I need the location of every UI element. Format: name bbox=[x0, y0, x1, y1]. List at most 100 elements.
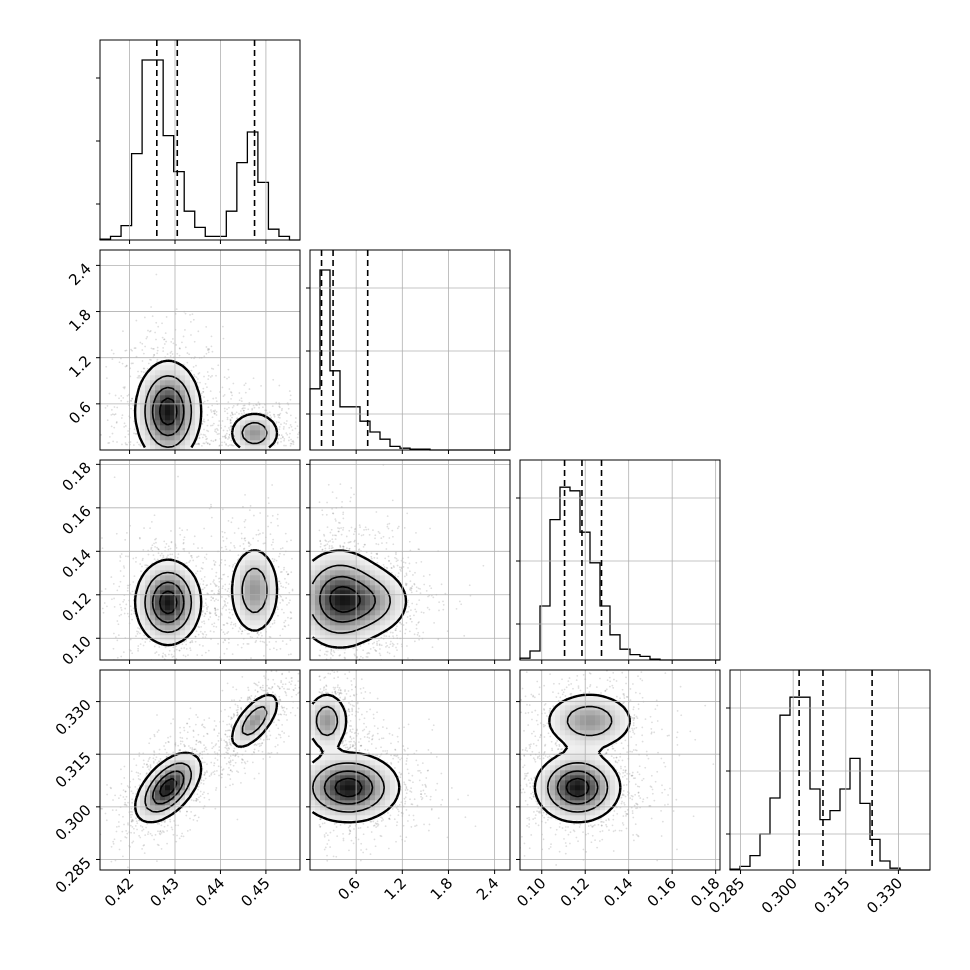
sample-point bbox=[207, 419, 210, 421]
sample-point bbox=[183, 647, 186, 649]
sample-point bbox=[126, 443, 129, 446]
sample-point bbox=[137, 772, 140, 774]
sample-point bbox=[169, 820, 172, 823]
density-cell bbox=[155, 790, 161, 796]
sample-point bbox=[113, 413, 116, 416]
density-cell bbox=[140, 405, 146, 411]
sample-point bbox=[130, 816, 132, 819]
sample-point bbox=[131, 798, 134, 801]
sample-point bbox=[288, 661, 290, 663]
sample-point bbox=[202, 761, 204, 764]
sample-point bbox=[138, 819, 141, 822]
sample-point bbox=[267, 496, 270, 499]
sample-point bbox=[193, 375, 196, 378]
sample-point bbox=[257, 529, 260, 532]
sample-point bbox=[175, 344, 178, 346]
sample-point bbox=[242, 642, 245, 645]
density-cell bbox=[145, 810, 151, 816]
sample-point bbox=[256, 690, 259, 693]
sample-point bbox=[132, 840, 135, 843]
sample-point bbox=[257, 681, 260, 684]
sample-point bbox=[180, 835, 183, 838]
density-cell bbox=[170, 580, 176, 586]
sample-point bbox=[246, 698, 249, 701]
sample-point bbox=[194, 814, 197, 817]
sample-point bbox=[187, 745, 190, 747]
sample-point bbox=[234, 622, 237, 625]
sample-point bbox=[225, 747, 228, 750]
sample-point bbox=[159, 833, 162, 836]
sample-point bbox=[198, 443, 201, 446]
sample-point bbox=[133, 432, 135, 435]
histogram-step-line bbox=[519, 486, 720, 661]
sample-point bbox=[154, 833, 157, 836]
density-cell bbox=[255, 425, 261, 431]
sample-point bbox=[247, 541, 250, 544]
sample-point bbox=[272, 413, 275, 416]
sample-point bbox=[198, 801, 201, 803]
sample-point bbox=[164, 742, 167, 744]
sample-point bbox=[114, 859, 117, 862]
sample-point bbox=[137, 370, 139, 373]
sample-point bbox=[302, 700, 304, 702]
density-cell bbox=[260, 590, 266, 596]
sample-point bbox=[268, 635, 271, 638]
sample-point bbox=[286, 433, 289, 436]
sample-point bbox=[228, 773, 231, 776]
sample-point bbox=[184, 745, 186, 747]
density-cell bbox=[145, 610, 151, 616]
density-cell bbox=[160, 635, 166, 641]
sample-point bbox=[226, 377, 228, 380]
density-cell bbox=[180, 365, 186, 371]
sample-point bbox=[211, 404, 214, 407]
density-cell bbox=[265, 570, 271, 576]
sample-point bbox=[165, 340, 168, 343]
density-cell bbox=[245, 445, 251, 450]
sample-point bbox=[159, 830, 161, 833]
sample-point bbox=[236, 714, 239, 717]
sample-point bbox=[275, 670, 278, 673]
sample-point bbox=[256, 684, 259, 687]
sample-point bbox=[153, 354, 155, 357]
density-cell bbox=[260, 600, 266, 606]
sample-point bbox=[204, 746, 207, 749]
sample-point bbox=[238, 689, 240, 691]
density-cell bbox=[145, 440, 151, 446]
sample-point bbox=[232, 413, 234, 416]
sample-point bbox=[237, 554, 240, 557]
sample-point bbox=[229, 742, 232, 745]
sample-point bbox=[135, 319, 138, 322]
sample-point bbox=[275, 401, 278, 404]
sample-point bbox=[291, 440, 294, 443]
sample-point bbox=[140, 677, 142, 679]
sample-point bbox=[231, 653, 234, 656]
sample-point bbox=[244, 382, 247, 385]
sample-point bbox=[162, 346, 165, 349]
sample-point bbox=[220, 578, 223, 580]
density-cell bbox=[140, 590, 146, 596]
sample-point bbox=[285, 432, 288, 435]
density-cell bbox=[195, 405, 201, 411]
sample-point bbox=[132, 404, 135, 407]
density-cell bbox=[235, 575, 241, 581]
sample-point bbox=[139, 836, 142, 839]
sample-point bbox=[150, 520, 153, 523]
sample-point bbox=[207, 378, 210, 381]
sample-point bbox=[221, 508, 224, 511]
sample-point bbox=[203, 396, 205, 398]
sample-point bbox=[115, 830, 118, 833]
tick-label-y: 1.2 bbox=[65, 352, 95, 382]
sample-point bbox=[163, 540, 166, 543]
sample-point bbox=[275, 640, 277, 643]
sample-point bbox=[101, 807, 104, 810]
sample-point bbox=[175, 657, 178, 660]
density-cell bbox=[175, 605, 181, 611]
sample-point bbox=[216, 429, 219, 431]
sample-point bbox=[160, 831, 163, 834]
sample-point bbox=[290, 442, 293, 445]
sample-point bbox=[266, 414, 268, 416]
density-cell bbox=[175, 625, 181, 631]
sample-point bbox=[189, 707, 192, 710]
density-cell bbox=[150, 590, 156, 596]
density-cell bbox=[140, 605, 146, 611]
